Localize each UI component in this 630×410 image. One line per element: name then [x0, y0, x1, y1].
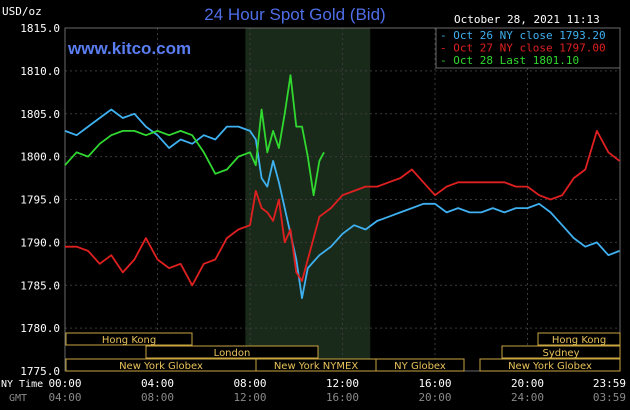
x-tick-label-gmt: 03:59	[593, 391, 626, 404]
nytime-label: NY Time	[1, 379, 43, 390]
x-tick-label-gmt: 04:00	[48, 391, 81, 404]
legend-entry: - Oct 27 NY close 1797.00	[440, 42, 606, 55]
session-label: New York Globex	[508, 361, 592, 372]
legend-entry: - Oct 28 Last 1801.10	[440, 54, 579, 67]
legend-entry: - Oct 26 NY close 1793.20	[440, 29, 606, 42]
y-tick-label: 1780.0	[20, 322, 60, 335]
y-axis: 1815.0 1810.0 1805.0 1800.0 1795.0 1790.0 1785…	[20, 22, 60, 378]
session-label: NY Globex	[394, 361, 446, 372]
series-line-0	[64, 108, 620, 300]
session-label: New York NYMEX	[274, 361, 359, 372]
y-tick-label: 1805.0	[20, 108, 60, 121]
session-label: London	[214, 348, 251, 359]
x-tick-label-ny: 04:00	[141, 377, 174, 390]
series-line-1	[65, 129, 621, 287]
site-link[interactable]: www.kitco.com	[67, 39, 191, 58]
y-tick-label: 1800.0	[20, 151, 60, 164]
x-tick-label-gmt: 20:00	[418, 391, 451, 404]
session-bar	[537, 332, 621, 346]
gmt-label: GMT	[9, 393, 27, 404]
session-bar	[375, 358, 465, 372]
grid	[65, 27, 620, 372]
y-tick-label: 1810.0	[20, 65, 60, 78]
legend-box	[435, 27, 621, 69]
y-tick-label: 1795.0	[20, 194, 60, 207]
session-bar	[479, 358, 621, 372]
chart-title: 24 Hour Spot Gold (Bid)	[204, 5, 385, 24]
session-label: Hong Kong	[552, 335, 606, 346]
y-tick-label: 1775.0	[20, 365, 60, 378]
y-tick-label: 1785.0	[20, 279, 60, 292]
timestamp: October 28, 2021 11:13	[454, 13, 600, 26]
session-label: Sydney	[542, 348, 579, 359]
y-tick-label: 1815.0	[20, 22, 60, 35]
x-tick-label-ny: 12:00	[326, 377, 359, 390]
x-tick-label-ny: 20:00	[511, 377, 544, 390]
x-tick-label-gmt: 08:00	[141, 391, 174, 404]
x-tick-label-ny: 23:59	[593, 377, 626, 390]
session-bar	[145, 345, 319, 359]
unit-label: USD/oz	[2, 5, 42, 18]
x-tick-label-gmt: 12:00	[233, 391, 266, 404]
x-tick-label-gmt: 24:00	[511, 391, 544, 404]
session-label: New York Globex	[119, 361, 203, 372]
series-lines	[64, 74, 621, 300]
legend: - Oct 26 NY close 1793.20- Oct 27 NY clo…	[435, 27, 621, 69]
y-tick-label: 1790.0	[20, 236, 60, 249]
x-tick-label-ny: 16:00	[418, 377, 451, 390]
session-bar	[65, 332, 193, 346]
session-label: Hong Kong	[102, 335, 156, 346]
series-line-2	[64, 74, 325, 197]
session-bars: Hong Kong London New York Globex New York N…	[65, 332, 621, 372]
session-bar	[501, 345, 621, 359]
x-tick-label-ny: 00:00	[48, 377, 81, 390]
x-tick-label-ny: 08:00	[233, 377, 266, 390]
x-tick-label-gmt: 16:00	[326, 391, 359, 404]
x-axis: 00:0004:0004:0008:0008:0012:0012:0016:00…	[48, 377, 626, 404]
